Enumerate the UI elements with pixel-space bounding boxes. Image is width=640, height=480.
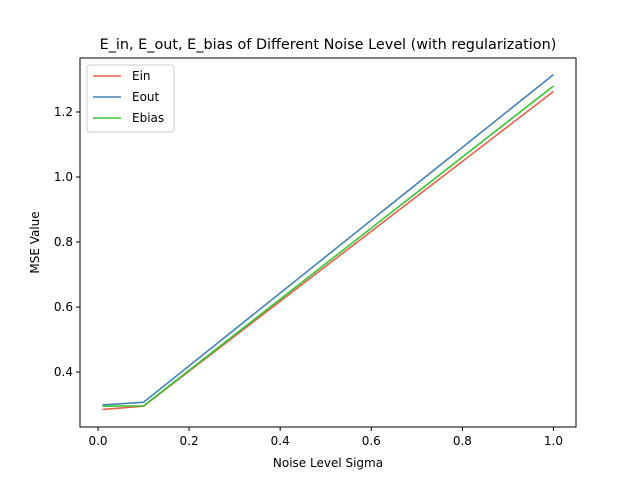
y-tick-label: 0.8 bbox=[54, 235, 73, 249]
legend-label-eout: Eout bbox=[132, 90, 160, 104]
series-layer bbox=[102, 73, 554, 411]
y-axis-label: MSE Value bbox=[28, 211, 42, 273]
series-line-eout bbox=[102, 73, 554, 406]
legend: Ein Eout Ebias bbox=[86, 64, 175, 133]
series-line-ebias bbox=[102, 85, 554, 407]
x-axis-label: Noise Level Sigma bbox=[273, 456, 383, 470]
chart-title: E_in, E_out, E_bias of Different Noise L… bbox=[100, 37, 557, 53]
x-tick-label: 1.0 bbox=[544, 434, 563, 448]
x-tick-label: 0.0 bbox=[88, 434, 107, 448]
y-tick-label: 1.0 bbox=[54, 170, 73, 184]
x-tick-label: 0.2 bbox=[180, 434, 199, 448]
legend-label-ein: Ein bbox=[132, 69, 151, 83]
legend-label-ebias: Ebias bbox=[132, 111, 164, 125]
legend-frame bbox=[86, 64, 175, 133]
x-tick-label: 0.4 bbox=[271, 434, 290, 448]
x-axis-ticks: 0.0 0.2 0.4 0.6 0.8 1.0 bbox=[88, 427, 563, 448]
y-tick-label: 1.2 bbox=[54, 105, 73, 119]
y-axis-ticks: 0.4 0.6 0.8 1.0 1.2 bbox=[54, 105, 80, 379]
y-tick-label: 0.6 bbox=[54, 300, 73, 314]
x-tick-label: 0.6 bbox=[362, 434, 381, 448]
x-tick-label: 0.8 bbox=[453, 434, 472, 448]
y-tick-label: 0.4 bbox=[54, 365, 73, 379]
